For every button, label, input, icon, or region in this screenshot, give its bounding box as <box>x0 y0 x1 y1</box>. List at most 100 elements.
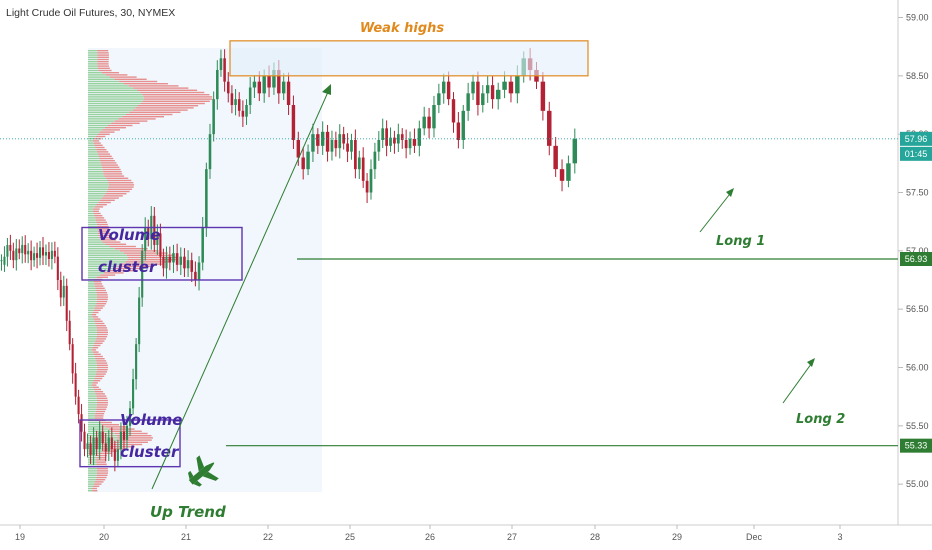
volume-profile-bar-up <box>88 485 94 487</box>
volume-profile-bar-up <box>88 340 96 342</box>
candle-body <box>354 140 357 170</box>
volume-profile-bar-down <box>95 459 106 461</box>
candle-body <box>92 437 95 455</box>
candle-body <box>490 85 495 100</box>
volume-profile-bar-up <box>88 274 101 276</box>
volume-profile-bar-down <box>94 215 103 217</box>
volume-profile-bar-down <box>97 226 109 228</box>
candle-body <box>320 131 325 146</box>
volume-profile-bar-down <box>96 399 108 402</box>
volume-profile-bar-up <box>88 483 95 485</box>
volume-profile-bar-up <box>88 347 93 349</box>
volume-profile-bar-up <box>88 454 97 457</box>
volume-profile-bar-up <box>88 289 97 292</box>
volume-profile-bar-up <box>88 245 110 248</box>
candle-body <box>135 344 138 380</box>
price-tick-label: 57.00 <box>906 246 929 256</box>
candle-body <box>165 256 168 269</box>
volume-profile-bar-up <box>88 102 141 105</box>
candle-body <box>286 81 291 105</box>
candle-body <box>485 85 490 94</box>
volume-profile-bar-down <box>107 188 133 190</box>
candle-body <box>205 169 208 228</box>
volume-profile-bar-down <box>108 184 135 186</box>
volume-profile-bar-down <box>94 483 102 485</box>
volume-profile-bar-up <box>88 303 97 305</box>
volume-profile-bar-up <box>88 129 103 131</box>
volume-profile-bar-up <box>88 248 115 250</box>
volume-profile-bar-up <box>88 314 92 316</box>
volume-profile-bar-up <box>88 298 97 300</box>
volume-profile-bar-up <box>88 91 141 94</box>
price-tick-label: 55.00 <box>906 479 929 489</box>
volume-profile-bar-down <box>92 382 98 384</box>
candle-body <box>502 81 507 90</box>
volume-profile-bar-up <box>88 417 95 419</box>
volume-profile-bar-up <box>88 432 115 435</box>
volume-profile-bar-down <box>97 296 109 298</box>
up-trend-line[interactable] <box>151 91 329 490</box>
volume-cluster-label-upper-2: cluster <box>98 258 158 276</box>
volume-profile-bar-down <box>96 292 108 294</box>
volume-profile-bar-up <box>88 76 110 78</box>
candle-body <box>175 253 179 265</box>
volume-profile-bar-down <box>95 219 106 221</box>
volume-profile-bar-up <box>88 490 93 492</box>
volume-cluster-box-lower[interactable] <box>79 419 181 468</box>
volume-profile-bar-down <box>143 98 213 100</box>
weak-highs-zone[interactable] <box>229 40 589 77</box>
volume-profile-bar-up <box>88 63 98 65</box>
volume-profile-bar-up <box>88 85 129 87</box>
volume-profile-bar-down <box>97 61 109 63</box>
candle-body <box>47 252 50 259</box>
time-tick-label: 28 <box>590 532 600 542</box>
volume-profile-bar-down <box>114 248 148 250</box>
volume-profile-bar-down <box>93 380 101 382</box>
volume-profile-bar-up <box>88 276 98 278</box>
volume-profile-bar-up <box>88 217 96 219</box>
volume-profile-bar-down <box>100 199 115 201</box>
volume-profile-bar-down <box>101 197 119 199</box>
volume-profile-bar-down <box>98 421 112 424</box>
volume-profile-bar-up <box>88 50 98 52</box>
candle-body <box>223 58 226 82</box>
volume-profile-bar-up <box>88 355 95 358</box>
candle-body <box>36 253 39 258</box>
candle-body <box>291 105 296 140</box>
volume-profile-bar-down <box>98 452 112 454</box>
volume-profile-bar-down <box>95 322 105 325</box>
candle-body <box>381 128 385 140</box>
candle-body <box>296 140 301 158</box>
volume-profile-bar-up <box>88 212 94 215</box>
volume-profile-bar-down <box>94 138 102 140</box>
volume-profile-bar-down <box>92 311 99 314</box>
volume-profile-bar-down <box>95 217 105 219</box>
volume-profile-bar-up <box>88 402 98 404</box>
volume-profile-bar-up <box>88 406 97 408</box>
volume-profile-bar-up <box>88 78 115 80</box>
volume-cluster-box-upper[interactable] <box>81 226 243 281</box>
volume-profile-bar-down <box>123 252 168 254</box>
volume-profile-bar-down <box>96 327 108 329</box>
volume-profile-bar-up <box>88 133 98 135</box>
long-1-arrow-head <box>726 188 734 197</box>
volume-profile-bar-down <box>95 413 105 415</box>
volume-profile-bar-up <box>88 193 106 195</box>
countdown-badge-text: 01:45 <box>905 149 928 159</box>
volume-profile-bar-up <box>88 446 110 448</box>
volume-profile-bar-up <box>88 241 103 243</box>
candle-body <box>104 443 107 452</box>
volume-profile-bar-up <box>88 155 99 157</box>
countdown-badge <box>900 146 932 161</box>
candle-body <box>159 233 162 257</box>
volume-profile-bar-down <box>96 289 107 292</box>
volume-profile-bar-up <box>88 232 98 234</box>
candle-body <box>396 134 400 144</box>
volume-profile-bar-up <box>88 307 95 309</box>
volume-profile-bar-down <box>95 393 105 395</box>
volume-profile-bar-up <box>88 234 99 237</box>
volume-profile-bar-up <box>88 353 94 355</box>
volume-profile-bar-up <box>88 399 97 402</box>
volume-profile-bar-down <box>94 417 104 419</box>
